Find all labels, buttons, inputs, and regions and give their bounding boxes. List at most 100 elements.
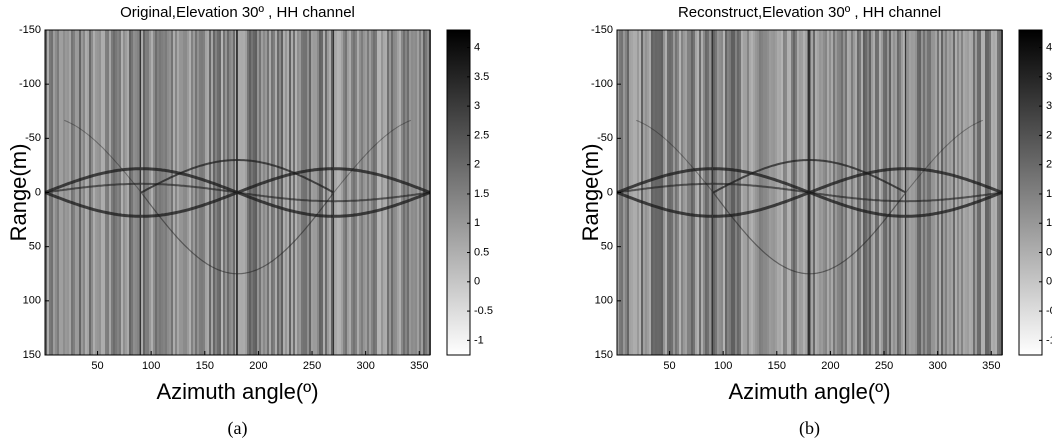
image-stripe <box>895 30 897 355</box>
image-stripe <box>947 30 949 355</box>
y-axis-label: Range(m) <box>6 144 31 242</box>
image-stripe <box>323 30 325 355</box>
image-stripe <box>411 30 413 355</box>
image-stripe <box>865 30 867 355</box>
image-stripe <box>413 30 415 355</box>
image-stripe <box>279 30 281 355</box>
image-stripe <box>661 30 663 355</box>
image-stripe <box>385 30 387 355</box>
image-stripe <box>849 30 851 355</box>
image-stripe <box>667 30 669 355</box>
image-stripe <box>395 30 397 355</box>
image-stripe <box>351 30 353 355</box>
image-stripe <box>87 30 89 355</box>
image-stripe <box>689 30 691 355</box>
image-stripe <box>779 30 781 355</box>
image-stripe <box>249 30 251 355</box>
image-stripe <box>855 30 857 355</box>
image-stripe <box>227 30 229 355</box>
image-stripe <box>187 30 189 355</box>
image-stripe <box>859 30 861 355</box>
image-stripe <box>253 30 255 355</box>
y-tick-label: 0 <box>607 186 613 198</box>
image-stripe <box>731 30 733 355</box>
image-stripe <box>939 30 941 355</box>
image-stripe <box>299 30 301 355</box>
image-stripe <box>701 30 703 355</box>
image-stripe <box>757 30 759 355</box>
image-stripe <box>657 30 659 355</box>
image-stripe <box>659 30 661 355</box>
image-stripe <box>925 30 927 355</box>
image-stripe <box>861 30 863 355</box>
colorbar-tick-label: 0.5 <box>474 246 489 258</box>
colorbar-tick-label: 3 <box>1046 100 1052 112</box>
image-stripe <box>339 30 341 355</box>
image-stripe <box>663 30 665 355</box>
image-stripe <box>853 30 855 355</box>
image-stripe <box>823 30 825 355</box>
image-stripe <box>625 30 627 355</box>
image-stripe <box>309 30 311 355</box>
colorbar-tick-label: -0.5 <box>1046 305 1052 317</box>
image-stripe <box>875 30 877 355</box>
image-stripe <box>819 30 821 355</box>
image-stripe <box>315 30 317 355</box>
image-stripe <box>851 30 853 355</box>
image-stripe <box>973 30 975 355</box>
image-stripe <box>755 30 757 355</box>
image-stripe <box>147 30 149 355</box>
image-stripe <box>793 30 795 355</box>
image-stripe <box>397 30 399 355</box>
image-stripe <box>371 30 373 355</box>
y-tick-label: 50 <box>601 241 613 253</box>
x-tick-label: 150 <box>768 360 786 372</box>
image-stripe <box>173 30 175 355</box>
image-stripe <box>145 30 147 355</box>
x-tick-label: 100 <box>714 360 732 372</box>
image-stripe <box>179 30 181 355</box>
image-stripe <box>381 30 383 355</box>
image-stripe <box>185 30 187 355</box>
image-stripe <box>107 30 109 355</box>
image-stripe <box>71 30 73 355</box>
image-stripe <box>915 30 917 355</box>
image-stripe <box>123 30 125 355</box>
image-stripe <box>265 30 267 355</box>
image-stripe <box>985 30 987 355</box>
image-stripe <box>247 30 249 355</box>
image-stripe <box>355 30 357 355</box>
image-stripe <box>651 30 653 355</box>
colorbar-tick-label: 4 <box>1046 41 1052 53</box>
image-stripe <box>743 30 745 355</box>
image-stripe <box>143 30 145 355</box>
colorbar-tick-label: 2 <box>474 159 480 171</box>
image-stripe <box>159 30 161 355</box>
image-stripe <box>155 30 157 355</box>
image-stripe <box>929 30 931 355</box>
image-stripe <box>361 30 363 355</box>
image-stripe <box>345 30 347 355</box>
image-stripe <box>275 30 277 355</box>
image-stripe <box>831 30 833 355</box>
image-stripe <box>635 30 637 355</box>
image-stripe <box>421 30 423 355</box>
image-stripe <box>303 30 305 355</box>
image-stripe <box>325 30 327 355</box>
image-stripe <box>717 30 719 355</box>
image-stripe <box>373 30 375 355</box>
image-stripe <box>347 30 349 355</box>
image-stripe <box>297 30 299 355</box>
image-stripe <box>665 30 667 355</box>
image-stripe <box>715 30 717 355</box>
image-stripe <box>83 30 85 355</box>
image-stripe <box>125 30 127 355</box>
x-tick-label: 50 <box>91 360 103 372</box>
image-stripe <box>133 30 135 355</box>
image-stripe <box>883 30 885 355</box>
y-tick-label: -150 <box>591 24 613 36</box>
image-stripe <box>703 30 705 355</box>
image-stripe <box>885 30 887 355</box>
image-stripe <box>291 30 293 355</box>
image-stripe <box>161 30 163 355</box>
